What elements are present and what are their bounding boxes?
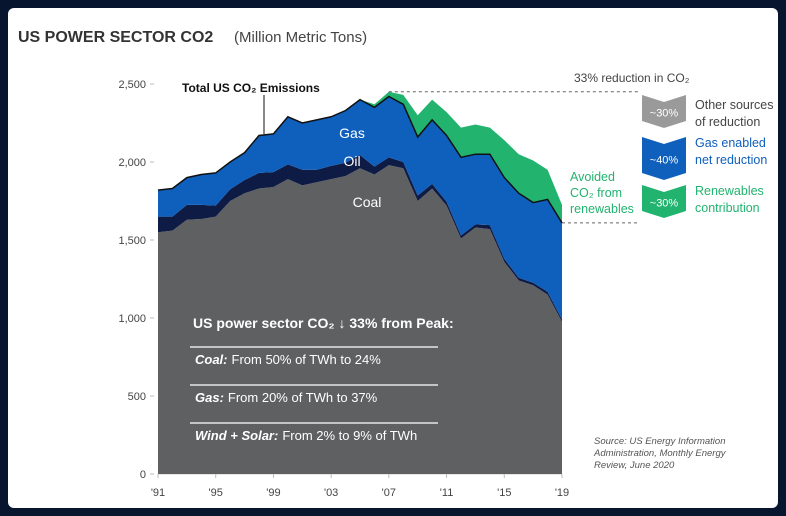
- x-tick-label: '07: [382, 487, 396, 499]
- source: Administration, Monthly Energy: [593, 448, 727, 459]
- series-label: Coal: [353, 194, 382, 210]
- reduction-share: ~30%: [650, 108, 679, 120]
- area-2: [158, 96, 562, 320]
- reduction-chevron: [642, 95, 686, 128]
- chart-subtitle: (Million Metric Tons): [234, 29, 367, 46]
- series-label: CO₂ from: [570, 186, 622, 200]
- reduction-share: ~30%: [650, 198, 679, 210]
- x-tick-label: '11: [440, 487, 454, 499]
- x-tick-label: '15: [497, 487, 511, 499]
- reduction-label: Gas enabled: [695, 136, 766, 150]
- reduction-label: contribution: [695, 201, 760, 215]
- series-label: Oil: [343, 153, 360, 169]
- callout-lead: Gas:: [195, 390, 224, 405]
- source: Source: US Energy Information: [594, 436, 725, 447]
- callout-line: Gas: From 20% of TWh to 37%: [195, 390, 378, 405]
- y-tick-label: 1,000: [118, 313, 146, 325]
- area-0: [158, 165, 562, 474]
- callout-line: Wind + Solar: From 2% to 9% of TWh: [195, 428, 417, 443]
- reduction-chevron: [642, 185, 686, 218]
- callout-line: Coal: From 50% of TWh to 24%: [195, 352, 381, 367]
- callout-lead: Wind + Solar:: [195, 428, 278, 443]
- reduction-share: ~40%: [650, 155, 679, 167]
- reduction-label: net reduction: [695, 153, 767, 167]
- x-tick-label: '95: [209, 487, 223, 499]
- x-tick-label: '99: [266, 487, 280, 499]
- y-tick-label: 1,500: [118, 235, 146, 247]
- y-tick-label: 2,000: [118, 157, 146, 169]
- series-label: renewables: [570, 202, 634, 216]
- y-tick-label: 500: [128, 391, 146, 403]
- reduction-chevron: [642, 137, 686, 180]
- y-tick-label: 0: [140, 469, 146, 481]
- callout-text: From 50% of TWh to 24%: [232, 352, 382, 367]
- series-label: Avoided: [570, 170, 615, 184]
- x-tick-label: '19: [555, 487, 569, 499]
- x-tick-label: '03: [324, 487, 338, 499]
- callout-text: From 20% of TWh to 37%: [228, 390, 378, 405]
- reduction-label: of reduction: [695, 115, 760, 129]
- chart-title: US POWER SECTOR CO2: [18, 29, 213, 46]
- callout-text: From 2% to 9% of TWh: [282, 428, 417, 443]
- x-tick-label: '91: [151, 487, 165, 499]
- total-line: [157, 95, 563, 224]
- callout-headline: US power sector CO₂ ↓ 33% from Peak:: [193, 315, 454, 331]
- reduction-title: 33% reduction in CO₂: [574, 71, 690, 85]
- y-tick-label: 2,500: [118, 79, 146, 91]
- series-label: Gas: [339, 125, 365, 141]
- reduction-label: Other sources: [695, 98, 774, 112]
- total-label: Total US CO₂ Emissions: [182, 81, 320, 95]
- source: Review, June 2020: [594, 460, 675, 471]
- reduction-label: Renewables: [695, 184, 764, 198]
- callout-lead: Coal:: [195, 352, 228, 367]
